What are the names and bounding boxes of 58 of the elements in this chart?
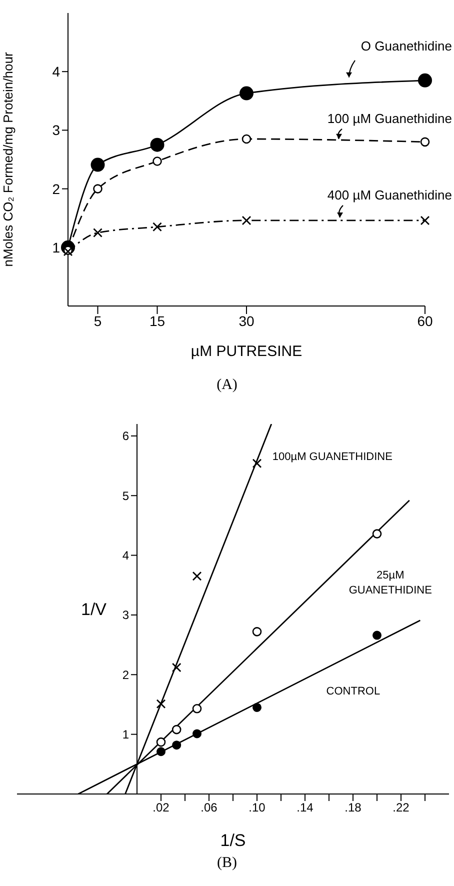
series-label: CONTROL — [326, 685, 380, 698]
point — [192, 571, 202, 581]
point — [252, 458, 262, 468]
point — [420, 216, 430, 226]
x-tick-label: .02 — [152, 800, 170, 815]
point — [420, 137, 430, 147]
series-label: 400 µM Guanethidine — [327, 187, 452, 202]
series-label: 100µM GUANETHIDINE — [272, 451, 392, 463]
x-axis-title: 1/S — [220, 831, 246, 850]
x-tick-label: .22 — [392, 800, 410, 815]
y-tick-label: 1 — [52, 239, 60, 256]
point — [418, 73, 432, 88]
x-tick-label: .18 — [344, 800, 362, 815]
y-tick-label: 4 — [52, 64, 60, 80]
point — [252, 702, 262, 712]
series-label: 100 µM Guanethidine — [327, 110, 452, 126]
x-tick-label: 15 — [149, 312, 166, 329]
x-tick-label: .06 — [200, 800, 218, 815]
point — [192, 704, 202, 714]
y-tick-label: 2 — [52, 180, 60, 197]
y-axis-title: 1/V — [81, 600, 108, 620]
point — [152, 222, 162, 232]
point — [372, 529, 382, 538]
point — [93, 184, 102, 194]
text: (B) — [216, 854, 238, 873]
y-tick-label: 6 — [122, 429, 130, 444]
x-tick-label: .10 — [248, 800, 266, 815]
point — [242, 134, 252, 144]
x-tick-label: 5 — [94, 312, 102, 329]
point — [156, 699, 166, 709]
y-tick-label: 2 — [122, 668, 130, 682]
series-label: 25µM GUANETHIDINE — [348, 569, 432, 596]
y-tick-label: 3 — [52, 122, 60, 138]
point — [192, 729, 202, 738]
y-tick-label: 3 — [122, 608, 130, 622]
point — [156, 737, 166, 747]
point — [172, 740, 182, 750]
text: (A) — [216, 376, 238, 395]
x-tick-label: 30 — [238, 312, 254, 329]
x-tick-label: 60 — [417, 312, 433, 329]
point — [372, 630, 382, 640]
x-tick-label: .14 — [296, 800, 314, 815]
point — [150, 138, 164, 152]
y-tick-label: 5 — [122, 488, 130, 503]
x-axis-title: µM PUTRESINE — [190, 343, 302, 360]
y-tick-label: 4 — [122, 548, 130, 563]
point — [242, 216, 252, 226]
point — [90, 158, 105, 172]
y-tick-label: 1 — [122, 728, 130, 742]
text: O Guanethidine — [360, 38, 452, 54]
y-axis-title: nMoles CO₂ Formed/mg Protein/hour — [0, 52, 16, 267]
point — [156, 747, 166, 756]
point — [93, 228, 102, 238]
point — [240, 86, 254, 100]
point — [152, 156, 162, 166]
point — [172, 662, 182, 672]
point — [252, 627, 262, 636]
point — [172, 724, 182, 734]
